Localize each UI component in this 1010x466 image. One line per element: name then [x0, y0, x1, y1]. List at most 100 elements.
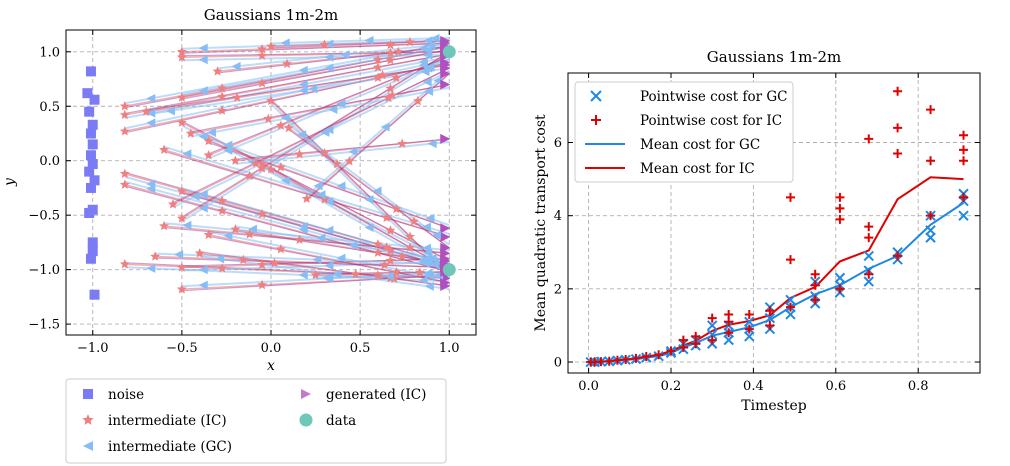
ic-transport-path — [124, 183, 450, 273]
generated-ic-marker — [440, 79, 451, 90]
generated-ic-marker — [440, 133, 451, 144]
gc-pointwise-marker — [925, 225, 936, 236]
ic-pointwise-marker — [959, 145, 969, 155]
generated-ic-marker — [440, 41, 451, 52]
intermediate-ic-marker — [176, 92, 187, 102]
left-chart-ticks: −1.0 −0.5 0.0 0.5 1.0 −1.5 −1.0 −0.5 0.0 0.5 1.0 — [28, 30, 476, 356]
noise-marker — [89, 94, 100, 105]
generated-transport-path — [181, 49, 450, 100]
intermediate-ic-marker — [176, 284, 187, 294]
generated-transport-path — [146, 64, 450, 111]
right-chart-frame — [567, 72, 981, 374]
intermediate-gc-marker — [298, 225, 308, 235]
ic-pointwise-marker — [893, 251, 903, 261]
generated-ic-marker — [440, 280, 451, 291]
left-xtick-label: 0.0 — [261, 341, 282, 356]
series-line-2 — [590, 202, 965, 364]
intermediate-ic-marker — [230, 155, 241, 165]
intermediate-ic-marker — [217, 205, 228, 216]
noise-marker — [82, 88, 93, 99]
intermediate-ic-marker — [409, 216, 419, 226]
intermediate-ic-marker — [377, 69, 388, 80]
intermediate-ic-marker — [412, 95, 423, 106]
intermediate-ic-marker — [119, 259, 130, 269]
intermediate-gc-marker — [324, 52, 334, 62]
gc-transport-path — [208, 230, 450, 281]
intermediate-gc-marker — [418, 275, 428, 285]
intermediate-gc-marker — [425, 271, 435, 281]
intermediate-ic-marker — [119, 168, 130, 178]
intermediate-gc-marker — [223, 145, 233, 155]
right-ytick-label: 2 — [554, 282, 562, 297]
intermediate-ic-marker — [301, 193, 312, 204]
intermediate-gc-marker — [298, 79, 308, 89]
intermediate-gc-marker — [182, 220, 192, 230]
gc-pointwise-marker — [958, 210, 969, 221]
noise-marker — [87, 237, 98, 248]
ic-transport-path — [146, 64, 450, 113]
intermediate-ic-marker — [176, 262, 187, 272]
intermediate-ic-marker — [391, 203, 402, 214]
legend-label: intermediate (GC) — [108, 439, 232, 455]
intermediate-gc-marker — [423, 36, 433, 46]
gc-transport-path — [163, 145, 450, 235]
intermediate-gc-marker — [146, 93, 156, 103]
gc-transport-path — [172, 70, 450, 209]
intermediate-ic-marker — [203, 150, 214, 160]
intermediate-ic-marker — [275, 120, 286, 130]
intermediate-ic-marker — [159, 220, 169, 231]
ic-transport-path — [190, 83, 450, 135]
intermediate-ic-marker — [319, 194, 330, 204]
right-xtick-label: 0.8 — [908, 379, 929, 394]
intermediate-ic-marker — [282, 58, 292, 69]
generated-transport-path — [163, 227, 450, 254]
left-xtick-label: −1.0 — [77, 341, 109, 356]
intermediate-ic-marker — [176, 52, 187, 62]
ic-pointwise-marker — [612, 355, 622, 365]
right-chart-ticks: 0.0 0.2 0.4 0.6 0.8 0 2 4 6 — [554, 73, 980, 394]
generated-transport-path — [270, 167, 450, 271]
intermediate-gc-marker — [422, 77, 432, 87]
intermediate-ic-marker — [176, 213, 187, 223]
generated-transport-path — [124, 185, 450, 273]
legend-marker-star — [82, 414, 94, 425]
ic-pointwise-marker — [765, 320, 775, 330]
intermediate-gc-marker — [324, 39, 334, 49]
intermediate-gc-marker — [384, 271, 394, 281]
intermediate-ic-marker — [385, 83, 396, 93]
intermediate-gc-marker — [427, 253, 437, 263]
noise-marker — [87, 139, 98, 150]
gc-pointwise-marker — [706, 320, 718, 331]
intermediate-ic-marker — [257, 279, 268, 290]
noise-marker — [85, 253, 96, 264]
intermediate-ic-marker — [344, 156, 355, 166]
intermediate-gc-marker — [298, 270, 308, 280]
intermediate-gc-marker — [324, 197, 334, 207]
ic-pointwise-marker — [893, 123, 903, 133]
data-marker — [442, 263, 456, 277]
left-chart-title: Gaussians 1m-2m — [204, 6, 338, 24]
intermediate-gc-marker — [426, 40, 436, 50]
intermediate-ic-marker — [176, 117, 187, 127]
intermediate-ic-marker — [414, 267, 425, 277]
intermediate-ic-marker — [266, 95, 276, 106]
intermediate-ic-marker — [176, 46, 187, 56]
ic-pointwise-marker — [835, 192, 845, 202]
legend-marker-x — [590, 90, 602, 102]
intermediate-gc-marker — [146, 263, 156, 273]
noise-marker — [89, 289, 100, 300]
intermediate-ic-marker — [372, 72, 383, 82]
intermediate-ic-marker — [385, 225, 396, 235]
ic-pointwise-marker — [707, 335, 717, 345]
intermediate-ic-marker — [257, 208, 268, 219]
noise-marker — [87, 158, 98, 169]
intermediate-gc-marker — [421, 222, 431, 232]
gc-pointwise-marker — [764, 312, 776, 324]
intermediate-gc-marker — [425, 62, 435, 72]
intermediate-gc-marker — [165, 106, 175, 116]
noise-marker — [84, 208, 95, 218]
intermediate-ic-marker — [176, 186, 187, 196]
intermediate-ic-marker — [119, 179, 130, 189]
gc-transport-path — [181, 187, 450, 266]
noise-marker — [85, 150, 96, 161]
